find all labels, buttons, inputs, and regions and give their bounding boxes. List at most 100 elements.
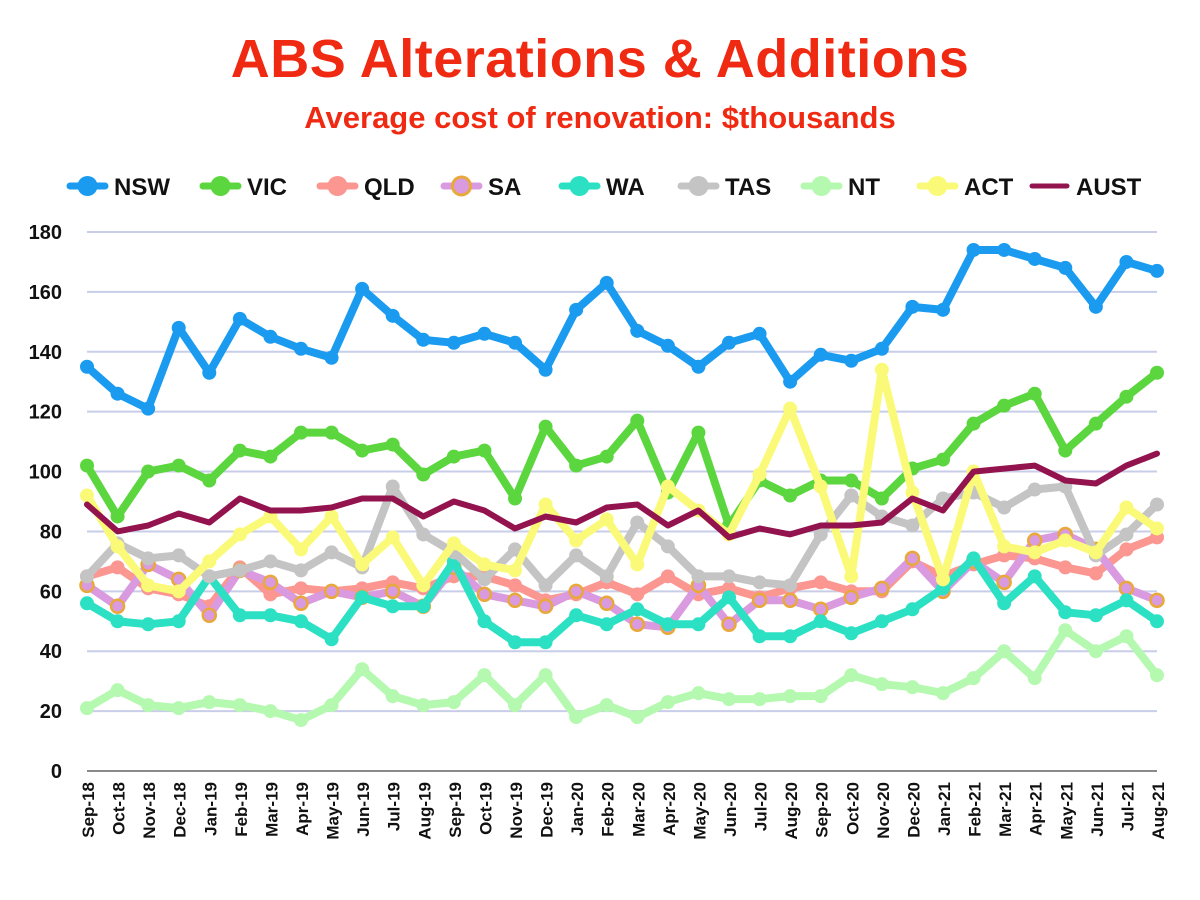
data-point-nt <box>874 677 889 692</box>
data-point-sa <box>996 574 1012 591</box>
data-point-vic <box>324 425 339 440</box>
data-point-vic <box>783 488 798 503</box>
x-tick-label: Nov-18 <box>140 782 159 839</box>
data-point-vic <box>263 449 278 464</box>
legend-item-vic: VIC <box>199 174 287 201</box>
data-point-vic <box>966 416 981 431</box>
data-point-nsw <box>1150 263 1164 278</box>
data-point-act <box>599 512 614 527</box>
data-point-nsw <box>997 242 1012 257</box>
data-point-vic <box>446 449 461 464</box>
data-point-wa <box>1058 605 1073 620</box>
data-point-wa <box>416 599 431 614</box>
data-point-nsw <box>813 347 828 362</box>
x-tick-label: Jun-19 <box>354 782 373 837</box>
data-point-wa <box>630 602 645 617</box>
data-point-nt <box>80 701 94 716</box>
y-tick-label: 120 <box>29 402 62 424</box>
data-point-qld <box>263 587 278 602</box>
x-tick-label: May-19 <box>324 782 343 840</box>
data-point-wa <box>783 629 798 644</box>
data-point-nsw <box>905 299 920 314</box>
data-point-tas <box>294 563 308 578</box>
data-point-act <box>538 497 553 512</box>
legend-label: NSW <box>114 174 170 201</box>
data-point-vic <box>141 464 156 479</box>
x-tick-label: Aug-19 <box>415 782 434 840</box>
data-point-sa <box>323 583 340 600</box>
series-group <box>79 242 1165 728</box>
data-point-sa <box>476 586 493 603</box>
legend-marker <box>327 176 348 196</box>
data-point-nsw <box>874 341 889 356</box>
data-point-act <box>110 539 125 554</box>
data-point-vic <box>874 491 889 506</box>
data-point-tas <box>508 542 522 557</box>
data-point-wa <box>813 614 828 629</box>
data-point-wa <box>1119 593 1134 608</box>
data-point-vic <box>171 458 186 473</box>
data-point-sa <box>843 589 860 606</box>
data-point-nsw <box>599 275 614 290</box>
y-tick-label: 20 <box>40 701 62 723</box>
data-point-wa <box>599 617 614 632</box>
legend-label: NT <box>848 174 880 201</box>
legend-item-qld: QLD <box>316 174 415 201</box>
data-point-vic <box>477 443 492 458</box>
x-tick-label: Jan-20 <box>568 782 587 836</box>
data-point-tas <box>997 500 1012 515</box>
data-point-sa <box>751 592 768 609</box>
data-point-wa <box>905 602 920 617</box>
data-point-act <box>1119 500 1134 515</box>
data-point-nt <box>141 698 156 713</box>
data-point-nt <box>630 710 645 725</box>
legend-item-sa: SA <box>440 174 521 201</box>
data-point-nsw <box>446 335 461 350</box>
x-tick-label: Feb-20 <box>599 782 618 837</box>
data-point-sa <box>293 595 309 612</box>
series-nt <box>80 623 1164 728</box>
data-point-vic <box>1027 386 1042 401</box>
data-point-nt <box>477 668 492 683</box>
data-point-wa <box>263 608 278 623</box>
data-point-act <box>630 557 645 572</box>
data-point-nt <box>569 710 584 725</box>
data-point-wa <box>691 617 706 632</box>
data-point-qld <box>1088 566 1103 581</box>
data-point-vic <box>599 449 614 464</box>
data-point-tas <box>232 563 247 578</box>
data-point-nt <box>446 695 461 710</box>
data-point-vic <box>294 425 308 440</box>
series-aust <box>84 450 1160 541</box>
data-point-nt <box>1027 671 1042 686</box>
data-point-nsw <box>844 353 859 368</box>
data-point-nt <box>966 671 981 686</box>
data-point-nsw <box>936 302 950 317</box>
data-point-nsw <box>263 329 278 344</box>
data-point-nsw <box>966 242 981 257</box>
data-point-nsw <box>783 374 798 389</box>
legend-label: VIC <box>247 174 287 201</box>
data-point-vic <box>1088 416 1103 431</box>
data-point-nt <box>508 698 522 713</box>
data-point-act <box>936 572 950 587</box>
data-point-sa <box>598 595 615 612</box>
data-point-act <box>477 557 492 572</box>
data-point-tas <box>569 548 584 563</box>
data-point-nt <box>660 695 675 710</box>
data-point-act <box>232 527 247 542</box>
data-point-act <box>202 554 217 569</box>
data-point-nt <box>385 689 400 704</box>
data-point-nsw <box>508 335 522 350</box>
data-point-wa <box>874 614 889 629</box>
data-point-wa <box>324 632 339 647</box>
data-point-vic <box>630 413 645 428</box>
data-point-act <box>783 401 798 416</box>
data-point-wa <box>722 590 736 605</box>
x-tick-label: Oct-20 <box>843 782 862 835</box>
data-point-act <box>294 542 308 557</box>
legend-item-act: ACT <box>916 174 1014 201</box>
data-point-sa <box>568 583 584 600</box>
data-point-vic <box>355 443 370 458</box>
